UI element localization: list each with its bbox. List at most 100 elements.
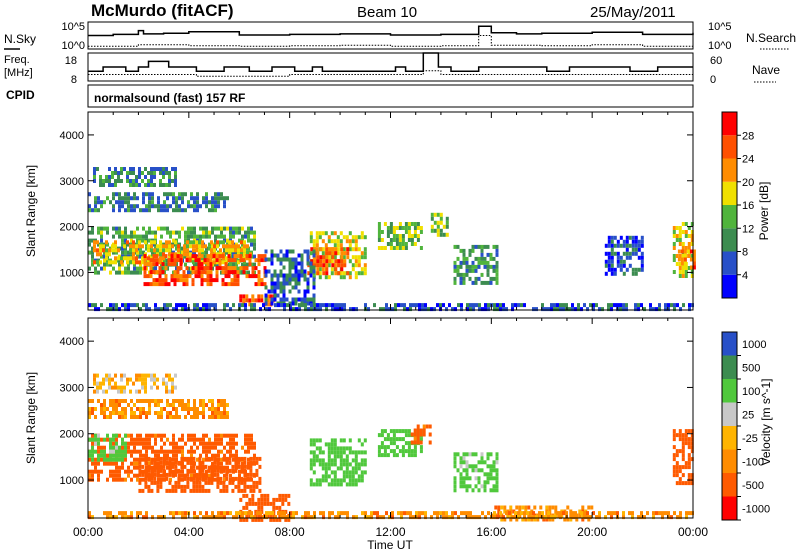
heatmap-cell — [174, 373, 177, 378]
noise-traces — [88, 25, 694, 47]
heatmap-cell — [327, 239, 331, 244]
heatmap-cell — [232, 437, 235, 442]
heatmap-cell — [527, 505, 531, 510]
heatmap-cell — [172, 445, 175, 450]
heatmap-cell — [265, 515, 268, 520]
heatmap-cell — [677, 257, 681, 262]
heatmap-cell — [610, 255, 614, 260]
heatmap-cell — [675, 473, 679, 478]
heatmap-cell — [151, 192, 154, 197]
heatmap-cell — [227, 266, 231, 271]
heatmap-cell — [139, 477, 142, 482]
heatmap-cell — [312, 450, 316, 455]
heatmap-cell — [257, 294, 261, 299]
heatmap-cell — [157, 433, 160, 438]
heatmap-cell — [229, 307, 232, 312]
heatmap-cell — [586, 511, 589, 516]
heatmap-cell — [339, 478, 343, 483]
heatmap-cell — [170, 258, 174, 263]
heatmap-cell — [166, 196, 169, 201]
heatmap-cell — [272, 501, 276, 506]
heatmap-cell — [692, 249, 696, 254]
heatmap-cell — [135, 377, 138, 382]
heatmap-cell — [97, 208, 100, 213]
heatmap-cell — [214, 238, 217, 243]
heatmap-cell — [202, 196, 205, 201]
heatmap-cell — [148, 192, 151, 197]
heatmap-cell — [172, 511, 175, 516]
heatmap-cell — [153, 476, 157, 481]
heatmap-cell — [380, 230, 384, 234]
heatmap-cell — [150, 175, 153, 179]
heatmap-cell — [214, 407, 217, 411]
heatmap-cell — [190, 453, 193, 458]
heatmap-cell — [105, 248, 108, 253]
heatmap-cell — [118, 469, 121, 474]
heatmap-cell — [154, 453, 157, 458]
heatmap-cell — [321, 231, 325, 236]
heatmap-cell — [466, 511, 469, 516]
heatmap-cell — [115, 453, 118, 458]
heatmap-cell — [243, 252, 246, 257]
heatmap-cell — [577, 307, 580, 312]
heatmap-cell — [247, 449, 250, 454]
heatmap-cell — [354, 478, 358, 483]
heatmap-cell — [667, 515, 670, 520]
heatmap-cell — [228, 248, 231, 253]
heatmap-cell — [231, 464, 235, 469]
heatmap-cell — [242, 517, 246, 522]
heatmap-cell — [159, 240, 162, 245]
heatmap-cell — [607, 267, 611, 272]
heatmap-cell — [192, 456, 196, 461]
heatmap-cell — [489, 488, 493, 493]
heatmap-cell — [589, 303, 592, 308]
heatmap-cell — [480, 456, 484, 461]
heatmap-cell — [380, 429, 384, 434]
heatmap-cell — [133, 230, 136, 235]
heatmap-cell — [333, 239, 337, 244]
heatmap-cell — [163, 477, 166, 482]
heatmap-cell — [255, 468, 259, 473]
heatmap-cell — [182, 274, 186, 279]
heatmap-cell — [118, 411, 121, 415]
heatmap-cell — [91, 437, 94, 442]
heatmap-cell — [316, 255, 320, 260]
heatmap-cell — [141, 179, 144, 183]
heatmap-cell — [675, 433, 679, 438]
heatmap-cell — [94, 437, 97, 442]
heatmap-cell — [291, 257, 295, 262]
heatmap-cell — [210, 476, 214, 481]
heatmap-cell — [208, 415, 211, 419]
heatmap-cell — [235, 441, 238, 446]
heatmap-cell — [213, 248, 216, 253]
heatmap-cell — [118, 258, 121, 263]
heatmap-cell — [220, 415, 223, 419]
heatmap-cell — [205, 433, 208, 438]
heatmap-cell — [88, 303, 91, 308]
heatmap-cell — [193, 473, 196, 478]
heatmap-cell — [319, 259, 323, 264]
heatmap-cell — [360, 271, 364, 276]
heatmap-cell — [238, 303, 241, 308]
heatmap-cell — [121, 250, 124, 255]
heatmap-cell — [217, 511, 220, 516]
heatmap-cell — [483, 256, 487, 261]
heatmap-cell — [253, 254, 256, 259]
heatmap-cell — [448, 515, 451, 520]
heatmap-cell — [330, 267, 334, 272]
heatmap-cell — [459, 480, 463, 485]
heatmap-cell — [211, 411, 214, 415]
heatmap-cell — [211, 303, 214, 308]
heatmap-cell — [170, 262, 174, 267]
heatmap-cell — [109, 437, 112, 442]
heatmap-cell — [250, 303, 253, 308]
heatmap-cell — [165, 472, 169, 477]
heatmap-cell — [312, 239, 316, 244]
heatmap-cell — [637, 247, 641, 252]
heatmap-cell — [124, 411, 127, 415]
heatmap-cell — [247, 234, 250, 239]
heatmap-cell — [147, 171, 150, 175]
heatmap-cell — [292, 515, 295, 520]
heatmap-cell — [523, 303, 526, 308]
heatmap-cell — [235, 250, 238, 255]
